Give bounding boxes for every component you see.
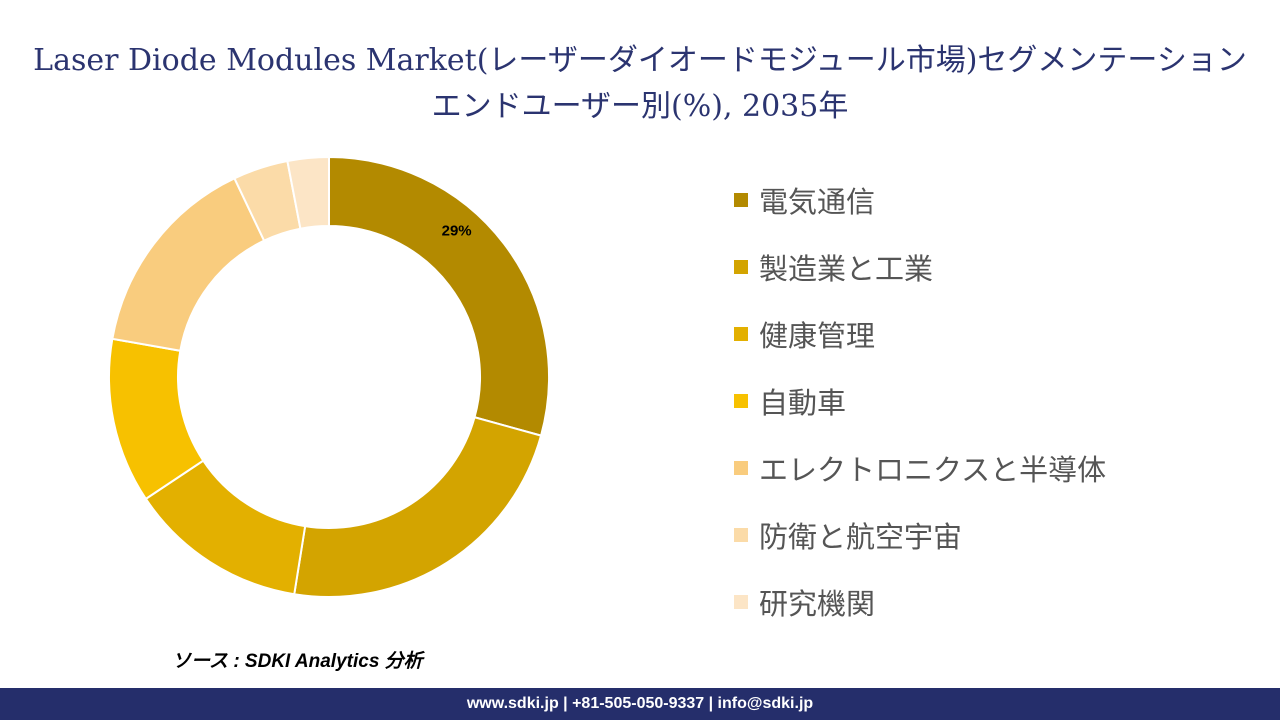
- slice-data-label: 29%: [442, 223, 472, 240]
- legend-item: 製造業と工業: [734, 233, 1106, 300]
- legend-item: 健康管理: [734, 300, 1106, 367]
- contact-footer: www.sdki.jp | +81-505-050-9337 | info@sd…: [0, 688, 1280, 720]
- chart-title: Laser Diode Modules Market(レーザーダイオードモジュー…: [33, 43, 1247, 124]
- legend-label: 製造業と工業: [759, 251, 934, 286]
- legend-label: 研究機関: [759, 586, 876, 621]
- legend-label: エレクトロニクスと半導体: [759, 452, 1107, 487]
- legend-item: 研究機関: [734, 568, 1106, 635]
- legend-swatch: [734, 594, 748, 609]
- legend-item: 自動車: [734, 367, 1106, 434]
- legend-swatch: [734, 393, 748, 408]
- legend-swatch: [734, 460, 748, 475]
- legend-label: 健康管理: [759, 318, 876, 353]
- legend-item: エレクトロニクスと半導体: [734, 434, 1106, 501]
- donut-slices: [108, 155, 550, 598]
- legend-label: 電気通信: [759, 184, 876, 219]
- source-note: ソース : SDKI Analytics 分析: [172, 651, 423, 672]
- donut-slice: [286, 155, 330, 230]
- chart-legend: 電気通信製造業と工業 健康管理自動車エレクトロニクスと半導体 防衛と航空宇宙 研究機関: [734, 166, 1106, 635]
- donut-labels: 29%: [442, 223, 472, 240]
- legend-label: 自動車: [759, 385, 847, 420]
- donut-slice: [328, 155, 550, 437]
- legend-item: 電気通信: [734, 166, 1106, 233]
- legend-swatch: [734, 192, 748, 207]
- legend-swatch: [734, 527, 748, 542]
- legend-label: 防衛と航空宇宙: [759, 519, 963, 554]
- legend-item: 防衛と航空宇宙: [734, 501, 1106, 568]
- donut-slice: [293, 416, 543, 598]
- legend-swatch: [734, 259, 748, 274]
- legend-swatch: [734, 326, 748, 341]
- donut-slice: [111, 177, 266, 352]
